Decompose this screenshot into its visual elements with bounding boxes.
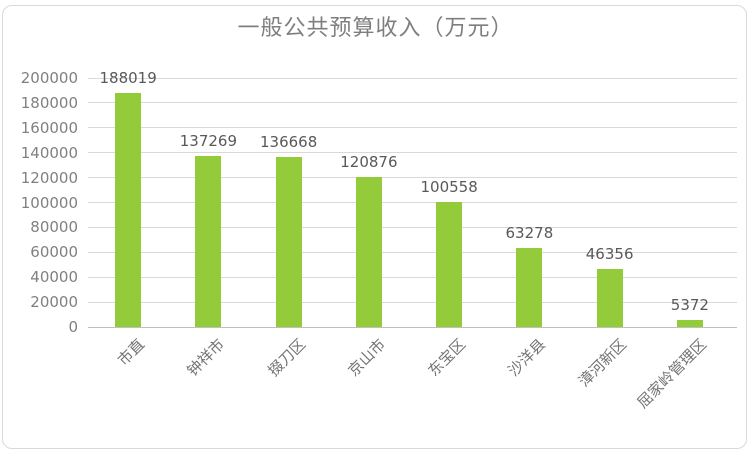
bar-value-label: 5372 (670, 296, 709, 315)
gridline (88, 127, 737, 129)
bar (115, 92, 142, 327)
bar-value-label: 46356 (585, 245, 634, 264)
bar (596, 269, 623, 327)
bar-value-label: 136668 (259, 132, 318, 151)
y-axis-tick-label: 20000 (30, 293, 78, 312)
bar (275, 156, 302, 327)
bar-value-label: 137269 (179, 132, 237, 151)
gridline (88, 77, 737, 79)
gridline (88, 102, 737, 104)
bar (516, 248, 543, 327)
y-axis-tick-label: 40000 (30, 268, 78, 287)
bar (676, 320, 703, 327)
x-axis-line (88, 326, 737, 328)
y-axis-tick-label: 160000 (20, 118, 78, 137)
bar (436, 201, 463, 327)
gridline (88, 152, 737, 154)
y-axis-tick-label: 80000 (30, 218, 78, 237)
bar-value-label: 100558 (420, 177, 478, 196)
y-axis-tick-label: 100000 (20, 193, 78, 212)
y-axis-tick-label: 200000 (20, 69, 78, 87)
bar (195, 156, 222, 327)
y-axis-tick-label: 0 (68, 318, 78, 336)
gridline (88, 301, 737, 303)
bar-value-label: 120876 (340, 152, 398, 171)
gridline (88, 177, 737, 179)
gridline (88, 202, 737, 203)
y-axis-tick-label: 60000 (30, 243, 78, 262)
bar-value-label: 188019 (99, 68, 157, 87)
chart-title: 一般公共预算收入（万元） (237, 16, 514, 41)
gridline (88, 251, 737, 253)
gridline (88, 226, 737, 228)
bar (355, 176, 382, 327)
bar-value-label: 63278 (505, 224, 554, 243)
gridline (88, 276, 737, 278)
y-axis-tick-label: 140000 (20, 143, 78, 162)
y-axis-tick-label: 120000 (20, 168, 78, 187)
y-axis-tick-label: 180000 (20, 93, 78, 112)
